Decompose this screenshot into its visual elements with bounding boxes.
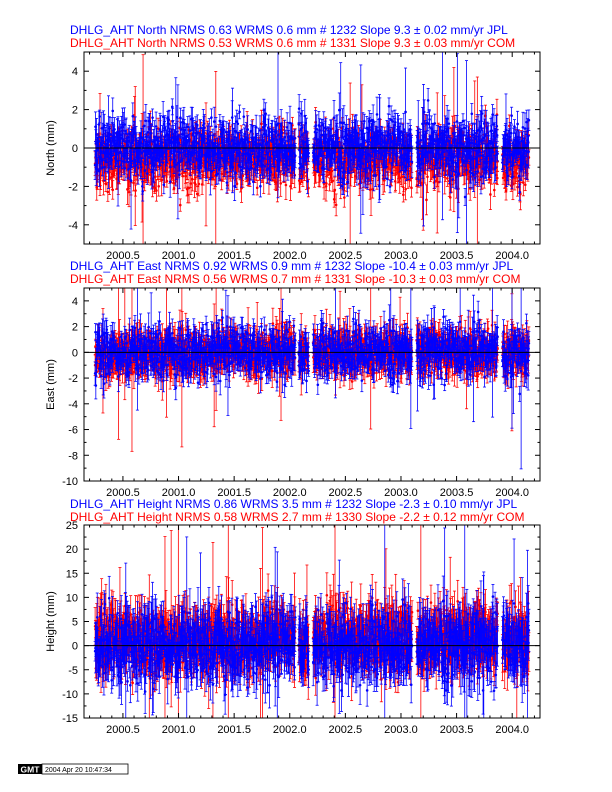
data-point	[195, 192, 199, 196]
data-point	[279, 182, 282, 185]
data-point	[342, 196, 346, 199]
data-point	[187, 186, 191, 190]
data-point	[172, 174, 176, 178]
data-point	[132, 181, 135, 185]
data-point	[333, 188, 337, 192]
data-point	[504, 189, 508, 193]
panel-header-line: DHLG_AHT North NRMS 0.53 WRMS 0.6 mm # 1…	[70, 36, 515, 50]
data-point	[181, 174, 185, 178]
data-point	[404, 187, 407, 191]
data-point	[104, 182, 108, 186]
data-point	[235, 182, 239, 186]
data-point	[184, 174, 187, 178]
data-point	[241, 174, 245, 178]
data-point	[493, 188, 496, 192]
data-point	[165, 179, 169, 183]
data-point	[111, 188, 115, 192]
data-point	[191, 177, 194, 181]
data-point	[284, 183, 288, 187]
data-point	[410, 186, 413, 190]
data-point	[157, 184, 161, 188]
data-point	[189, 182, 193, 185]
data-point	[383, 178, 386, 182]
data-point	[186, 193, 190, 197]
data-point	[134, 189, 137, 192]
data-point	[220, 172, 224, 175]
data-point	[127, 190, 131, 194]
data-point	[255, 186, 259, 190]
data-point	[515, 172, 519, 175]
data-point	[155, 189, 158, 192]
data-point	[489, 193, 492, 196]
data-point	[260, 122, 263, 126]
panel-header-line: DHLG_AHT North NRMS 0.63 WRMS 0.6 mm # 1…	[70, 23, 508, 37]
data-point	[197, 182, 201, 186]
data-point	[495, 176, 499, 180]
data-point	[282, 125, 286, 129]
data-point	[154, 175, 157, 178]
data-point	[331, 179, 335, 183]
panel-data-layer	[93, 52, 531, 244]
data-point	[328, 183, 331, 186]
data-point	[303, 171, 306, 174]
data-point	[398, 176, 402, 180]
data-point	[106, 190, 110, 194]
data-point	[194, 183, 197, 186]
data-point	[478, 178, 481, 182]
data-point	[172, 186, 176, 190]
data-point	[448, 196, 452, 199]
data-point	[325, 182, 328, 185]
data-point	[178, 203, 182, 207]
data-point	[425, 198, 428, 202]
data-point	[371, 188, 374, 191]
data-point	[426, 175, 429, 179]
panel-north: DHLG_AHT North NRMS 0.63 WRMS 0.6 mm # 1…	[45, 23, 541, 262]
data-point	[446, 177, 449, 180]
data-point	[402, 193, 405, 197]
data-point	[334, 203, 338, 207]
data-point	[516, 185, 519, 189]
